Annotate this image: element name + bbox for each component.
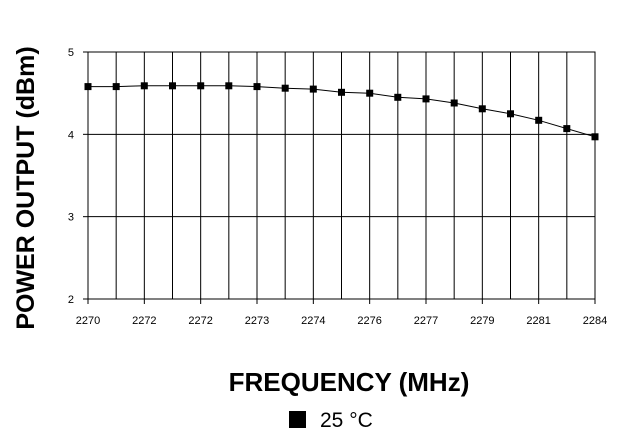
y-tick-label: 4 <box>68 129 74 141</box>
legend: 25 °C <box>289 409 373 432</box>
data-point <box>366 89 374 97</box>
x-tick-label: 2273 <box>245 315 269 327</box>
x-tick-label: 2284 <box>583 315 607 327</box>
x-tick-label: 2272 <box>132 315 156 327</box>
data-point <box>169 82 176 90</box>
data-point <box>112 83 120 91</box>
data-point <box>140 82 148 90</box>
data-point <box>422 95 430 103</box>
y-axis-title: POWER OUTPUT (dBm) <box>12 46 40 329</box>
y-tick-label: 2 <box>68 294 74 306</box>
data-point <box>450 99 458 107</box>
plot-border <box>87 51 596 300</box>
data-point <box>394 93 402 101</box>
x-tick-label: 2276 <box>357 315 381 327</box>
data-point <box>338 88 345 96</box>
y-axis-ticks: 2 3 4 5 <box>68 47 88 306</box>
data-point <box>309 85 317 93</box>
x-axis-title: FREQUENCY (MHz) <box>229 367 470 397</box>
x-tick-label: 2277 <box>414 315 438 327</box>
data-point <box>535 116 543 124</box>
x-tick-label: 2272 <box>188 315 212 327</box>
y-tick-label: 3 <box>68 212 74 224</box>
x-axis-ticks: 2270 2272 2272 2273 2274 2276 2277 2279 2281 2284… <box>76 299 607 327</box>
data-point <box>507 110 514 118</box>
data-point <box>281 84 289 92</box>
y-tick-label: 5 <box>68 47 74 59</box>
legend-label-25c: 25 °C <box>320 409 373 432</box>
data-point <box>84 83 92 91</box>
x-tick-label: 2279 <box>470 315 494 327</box>
grid <box>88 52 595 299</box>
data-point <box>225 82 233 90</box>
data-point <box>563 125 571 133</box>
x-tick-label: 2270 <box>76 315 100 327</box>
series-layer <box>84 82 599 141</box>
data-point <box>591 133 599 141</box>
x-tick-label: 2274 <box>301 315 325 327</box>
data-point <box>253 83 261 91</box>
plot-area <box>87 51 596 300</box>
data-point <box>478 105 486 113</box>
legend-marker-25c <box>289 411 306 428</box>
data-point <box>197 82 205 90</box>
x-tick-label: 2281 <box>526 315 550 327</box>
